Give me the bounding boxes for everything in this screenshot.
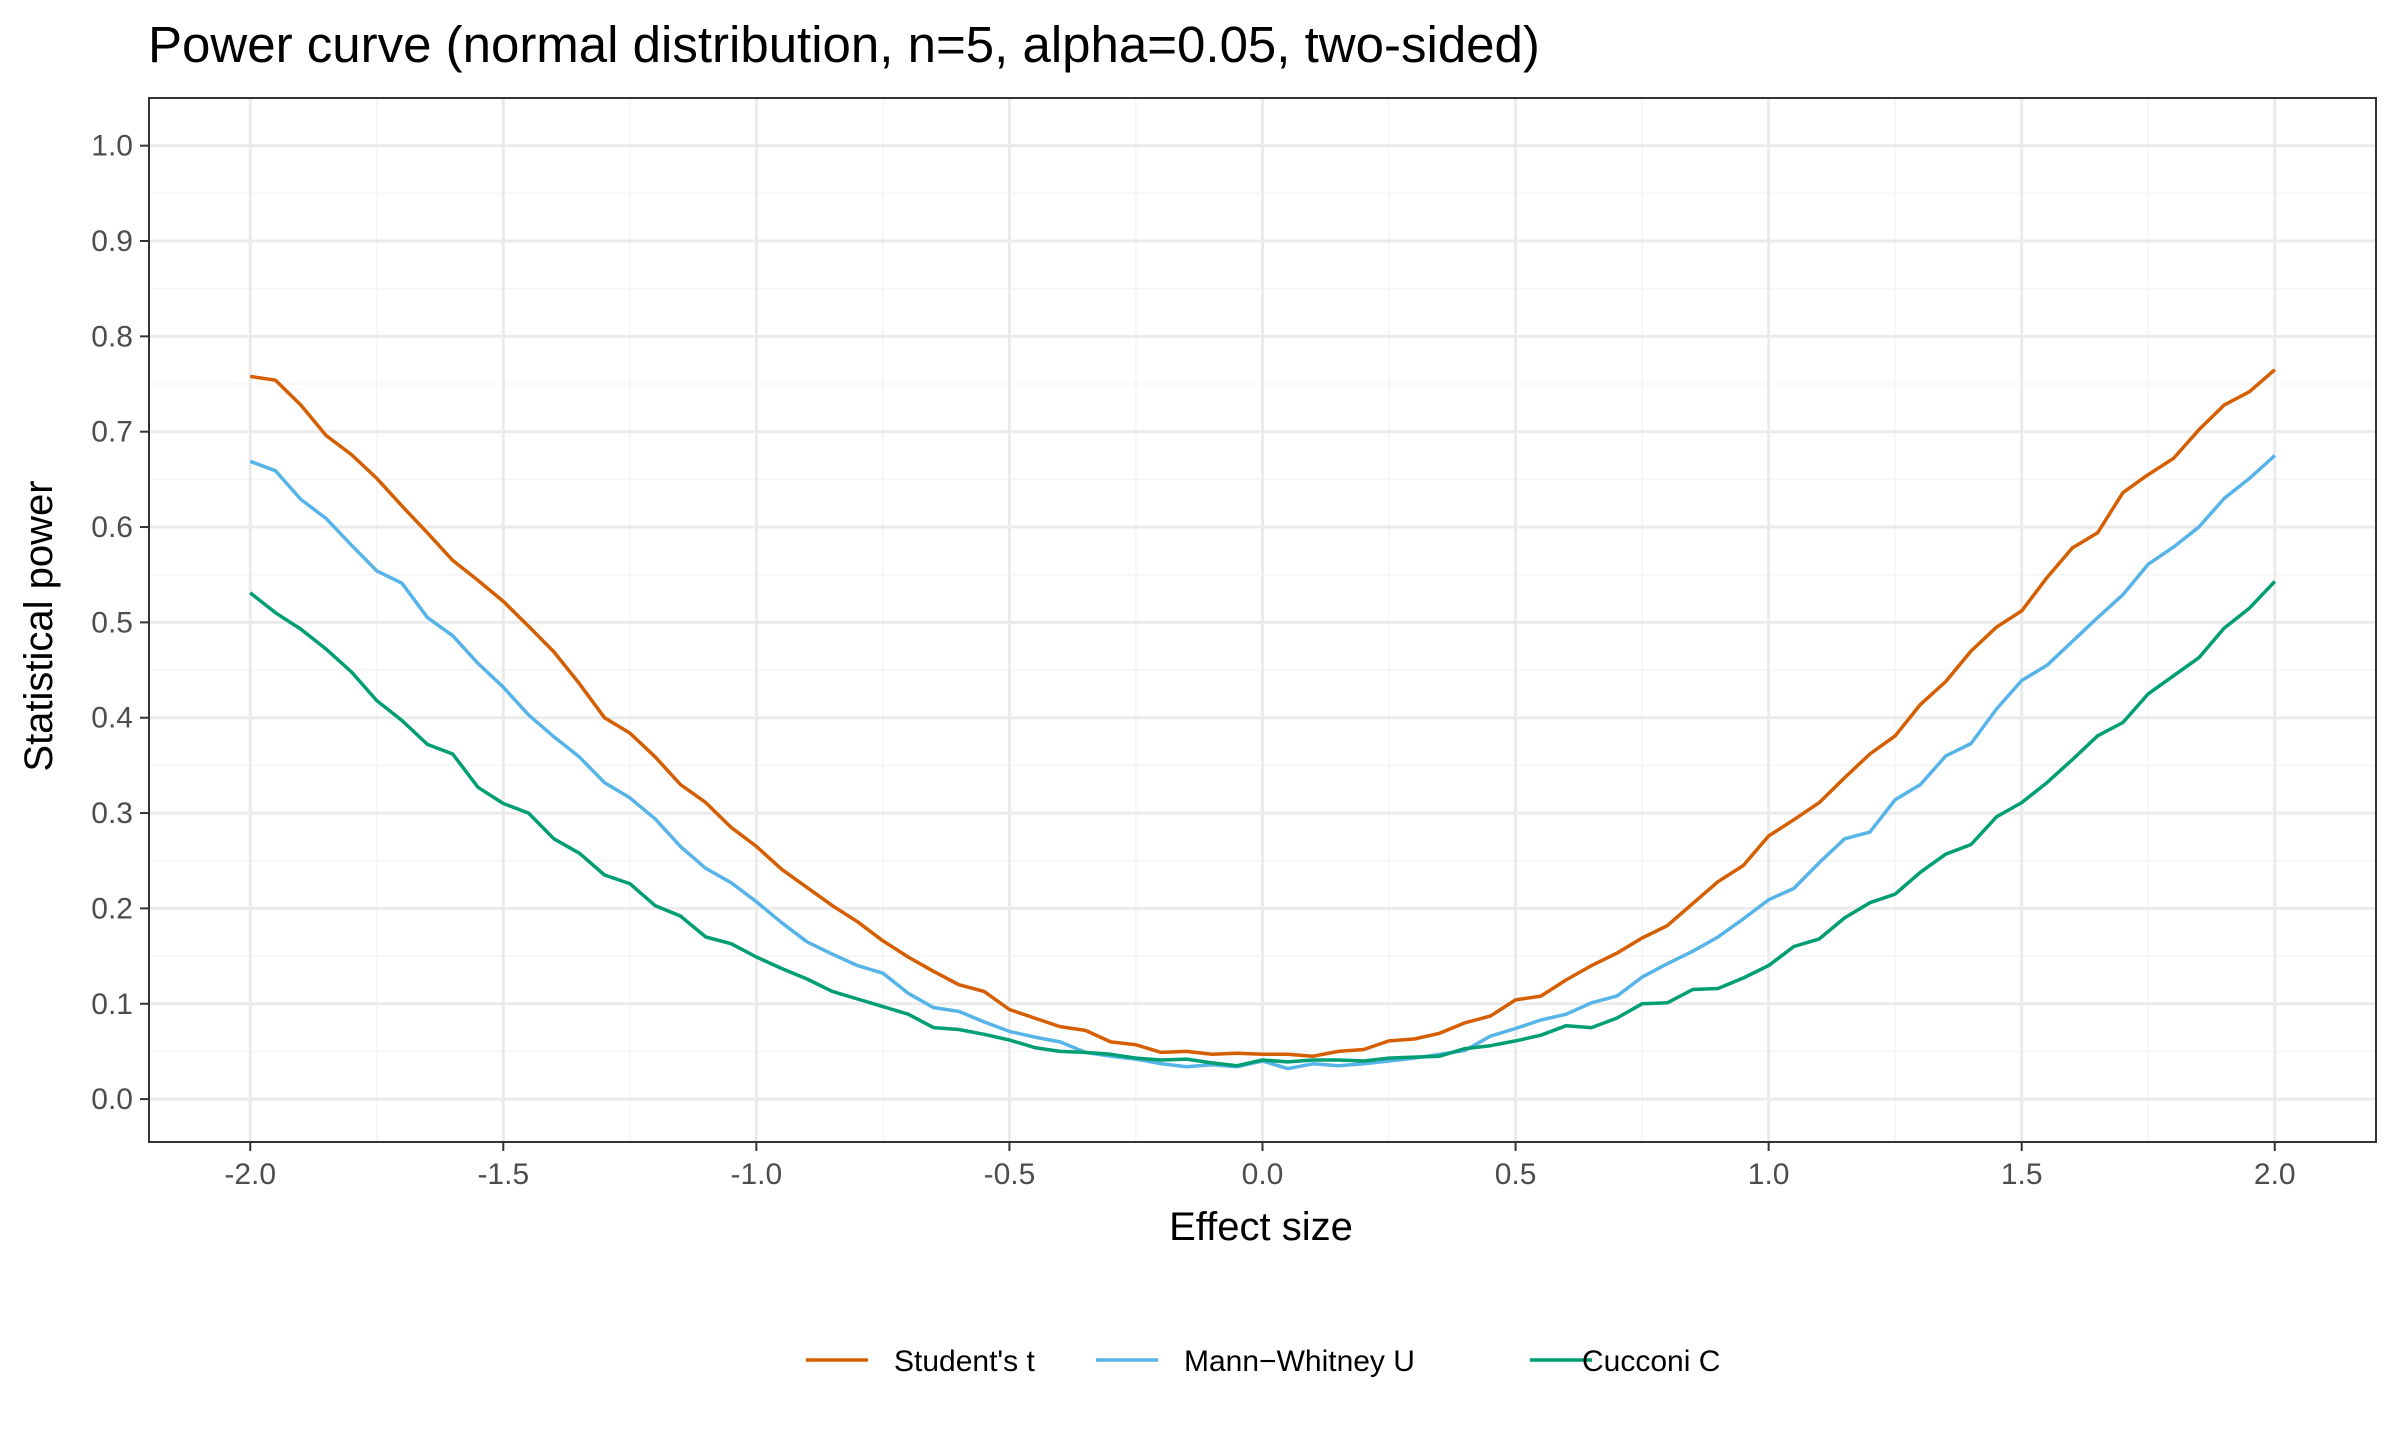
y-tick-label: 0.2	[91, 892, 133, 925]
series-line-cucconi-c	[249, 580, 2277, 1068]
y-tick-label: 0.4	[91, 702, 133, 735]
y-tick-label: 0.0	[91, 1083, 133, 1116]
series-lines	[249, 368, 2277, 1071]
legend-label-cucconi-c: Cucconi C	[1582, 1345, 1720, 1378]
x-tick-label: 0.5	[1495, 1158, 1537, 1191]
chart-title: Power curve (normal distribution, n=5, a…	[148, 16, 1540, 73]
y-axis-ticks: 0.0 0.1 0.2 0.3 0.4 0.5 0.6 0.7 0.8 0.9 1.0	[91, 130, 149, 1116]
x-axis-title: Effect size	[1169, 1205, 1353, 1249]
y-tick-label: 0.8	[91, 320, 133, 353]
x-tick-label: 1.5	[2001, 1158, 2043, 1191]
x-tick-label: 0.0	[1242, 1158, 1284, 1191]
x-tick-label: -1.5	[477, 1158, 529, 1191]
legend-label-mann-whitney-u: Mann−Whitney U	[1184, 1345, 1415, 1378]
x-axis-ticks: -2.0 -1.5 -1.0 -0.5 0.0 0.5 1.0 1.5 2.0	[224, 1142, 2296, 1191]
grid-lines	[149, 98, 2376, 1142]
x-tick-label: -2.0	[224, 1158, 276, 1191]
y-axis-title: Statistical power	[17, 480, 61, 771]
x-tick-label: 2.0	[2254, 1158, 2296, 1191]
y-tick-label: 0.1	[91, 988, 133, 1021]
y-tick-label: 0.3	[91, 797, 133, 830]
series-line-student-s-t	[249, 368, 2276, 1058]
y-tick-label: 1.0	[91, 130, 133, 163]
x-tick-label: 1.0	[1748, 1158, 1790, 1191]
y-tick-label: 0.9	[91, 225, 133, 258]
y-tick-label: 0.6	[91, 511, 133, 544]
y-tick-label: 0.5	[91, 606, 133, 639]
legend-label-student-s-t: Student's t	[894, 1345, 1035, 1378]
x-tick-label: -0.5	[984, 1158, 1036, 1191]
y-tick-label: 0.7	[91, 416, 133, 449]
legend: Student's t Mann−Whitney U Cucconi C	[806, 1345, 1720, 1378]
x-tick-label: -1.0	[731, 1158, 783, 1191]
